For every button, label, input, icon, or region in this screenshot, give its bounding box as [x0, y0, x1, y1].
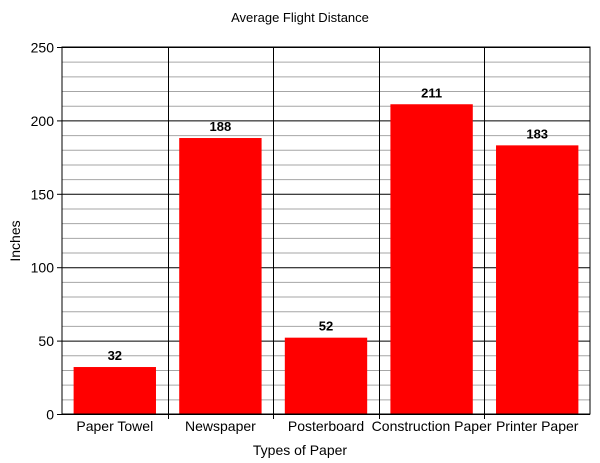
data-label: 52: [319, 319, 333, 334]
bar-paper-towel: [73, 367, 156, 414]
y-tick-label: 200: [31, 113, 55, 129]
bar-construction-paper: [390, 104, 473, 414]
data-label: 188: [210, 119, 232, 134]
bars-group: [73, 104, 579, 415]
y-axis-label: Inches: [7, 220, 23, 261]
x-category-label: Paper Towel: [76, 418, 153, 434]
y-tick-label: 250: [31, 40, 55, 56]
y-tick-label: 150: [31, 186, 55, 202]
y-tick-label: 0: [46, 407, 54, 423]
x-category-label: Posterboard: [288, 418, 364, 434]
bar-printer-paper: [496, 145, 579, 414]
y-tick-label: 100: [31, 260, 55, 276]
data-label: 183: [526, 126, 548, 141]
chart-title: Average Flight Distance: [231, 10, 369, 25]
x-axis-label: Types of Paper: [253, 442, 348, 458]
data-label: 32: [108, 348, 122, 363]
y-tick-labels: 0 50 100 150 200 250: [31, 40, 55, 423]
x-category-label: Construction Paper: [372, 418, 492, 434]
data-label: 211: [421, 85, 442, 100]
data-labels: 32 188 52 211 183: [108, 85, 548, 363]
x-category-labels: Paper Towel Newspaper Posterboard Construct…: [76, 418, 578, 434]
y-tick-label: 50: [38, 333, 54, 349]
x-category-label: Printer Paper: [496, 418, 579, 434]
bar-newspaper: [179, 138, 262, 415]
plot-frame: [61, 46, 591, 415]
bar-posterboard: [284, 337, 368, 414]
x-category-label: Newspaper: [185, 418, 256, 434]
